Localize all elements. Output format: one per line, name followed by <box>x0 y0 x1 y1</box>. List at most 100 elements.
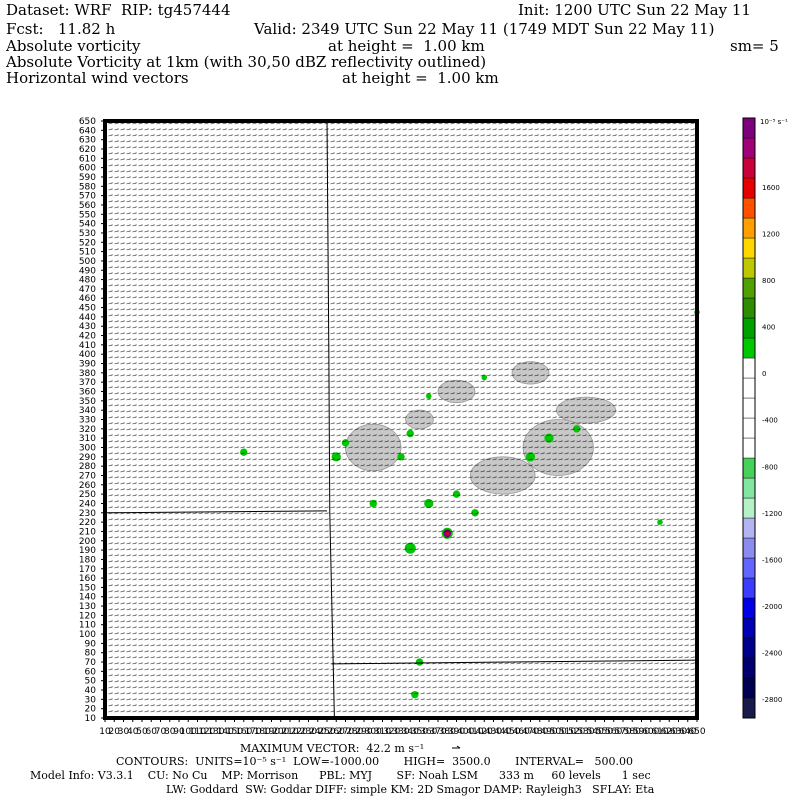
x-tick-label: 280 <box>346 727 363 737</box>
colorbar-tick-label: -2000 <box>762 603 782 611</box>
field2-description: Absolute Vorticity at 1km (with 30,50 dB… <box>6 53 487 71</box>
x-tick-label: 350 <box>411 727 428 737</box>
y-tick-label: 60 <box>85 667 97 677</box>
valid-time-label: Valid: 2349 UTC Sun 22 May 11 (1749 MDT … <box>254 20 715 38</box>
y-tick-label: 80 <box>85 649 97 659</box>
colorbar-swatch <box>742 477 756 499</box>
y-tick-label: 360 <box>79 388 96 398</box>
x-tick-label: 520 <box>568 727 585 737</box>
colorbar-tick-label: -400 <box>762 417 778 425</box>
y-tick-label: 240 <box>79 499 96 509</box>
y-tick-label: 90 <box>85 639 97 649</box>
x-tick-label: 240 <box>309 727 326 737</box>
colorbar-swatch <box>742 397 756 419</box>
x-tick-label: 60 <box>146 727 158 737</box>
y-tick-label: 450 <box>79 304 96 314</box>
max-vector-label: MAXIMUM VECTOR: 42.2 m s⁻¹ <box>240 742 425 755</box>
x-tick-label: 170 <box>244 727 261 737</box>
colorbar-swatch <box>742 237 756 259</box>
y-tick-label: 430 <box>79 322 96 332</box>
colorbar-swatch <box>742 657 756 679</box>
colorbar-swatch <box>742 157 756 179</box>
colorbar-swatch <box>742 457 756 479</box>
colorbar-swatch <box>742 277 756 299</box>
colorbar-swatch <box>742 337 756 359</box>
y-tick-label: 630 <box>79 136 96 146</box>
colorbar-swatch <box>742 517 756 539</box>
y-tick-label: 160 <box>79 574 96 584</box>
colorbar-tick-label: 1200 <box>762 231 780 239</box>
y-tick-label: 380 <box>79 369 96 379</box>
x-tick-label: 200 <box>272 727 289 737</box>
x-tick-label: 190 <box>263 727 280 737</box>
colorbar-swatch <box>742 217 756 239</box>
x-tick-label: 600 <box>642 727 659 737</box>
x-tick-label: 390 <box>448 727 465 737</box>
field3-height: at height = 1.00 km <box>342 69 499 87</box>
colorbar-tick-label: 0 <box>762 370 766 378</box>
x-tick-label: 80 <box>164 727 176 737</box>
colorbar-tick-label: -800 <box>762 463 778 471</box>
y-tick-label: 330 <box>79 416 96 426</box>
y-tick-label: 470 <box>79 285 96 295</box>
y-tick-label: 120 <box>79 611 96 621</box>
y-tick-label: 320 <box>79 425 96 435</box>
colorbar-tick-label: 1600 <box>762 184 780 192</box>
x-tick-label: 250 <box>318 727 335 737</box>
dataset-label: Dataset: WRF RIP: tg457444 <box>6 1 231 19</box>
field3-name: Horizontal wind vectors <box>6 69 189 87</box>
x-tick-label: 300 <box>365 727 382 737</box>
x-tick-label: 370 <box>429 727 446 737</box>
colorbar-swatch <box>742 417 756 439</box>
x-tick-label: 330 <box>392 727 409 737</box>
x-tick-label: 260 <box>328 727 345 737</box>
y-tick-label: 640 <box>79 126 96 136</box>
colorbar-tick-label: -2400 <box>762 649 782 657</box>
state-boundary-line <box>104 510 328 514</box>
plot-area <box>103 119 700 720</box>
colorbar-swatch <box>742 257 756 279</box>
colorbar-swatch <box>742 697 756 719</box>
y-tick-label: 70 <box>85 658 97 668</box>
x-tick-label: 150 <box>226 727 243 737</box>
y-tick-label: 510 <box>79 248 96 258</box>
y-tick-label: 490 <box>79 266 96 276</box>
y-tick-label: 190 <box>79 546 96 556</box>
wind-vector-field <box>105 121 697 718</box>
y-tick-label: 420 <box>79 332 96 342</box>
x-tick-label: 30 <box>118 727 130 737</box>
y-tick-label: 250 <box>79 490 96 500</box>
y-tick-label: 110 <box>79 621 96 631</box>
x-tick-label: 220 <box>291 727 308 737</box>
x-tick-label: 540 <box>587 727 604 737</box>
x-tick-label: 160 <box>235 727 252 737</box>
x-tick-label: 310 <box>374 727 391 737</box>
y-tick-label: 30 <box>85 695 97 705</box>
y-tick-label: 140 <box>79 593 96 603</box>
smoothing-label: sm= 5 <box>730 37 779 55</box>
colorbar-swatch <box>742 297 756 319</box>
x-tick-label: 110 <box>189 727 206 737</box>
x-tick-label: 580 <box>624 727 641 737</box>
y-tick-label: 10 <box>85 714 97 724</box>
field1-height: at height = 1.00 km <box>328 37 485 55</box>
x-tick-label: 590 <box>633 727 650 737</box>
y-tick-label: 260 <box>79 481 96 491</box>
colorbar-swatch <box>742 137 756 159</box>
y-tick-label: 560 <box>79 201 96 211</box>
y-axis-ticks: 1020304050607080901001101201301401501601… <box>79 117 105 724</box>
x-axis-ticks: 1020304050607080901001101201301401501601… <box>99 718 706 737</box>
colorbar-swatch <box>742 577 756 599</box>
y-tick-label: 270 <box>79 471 96 481</box>
x-tick-label: 140 <box>217 727 234 737</box>
x-tick-label: 20 <box>109 727 121 737</box>
state-boundaries <box>104 120 698 719</box>
colorbar-swatch <box>742 357 756 379</box>
init-time-label: Init: 1200 UTC Sun 22 May 11 <box>518 1 751 19</box>
x-tick-label: 570 <box>614 727 631 737</box>
y-tick-label: 620 <box>79 145 96 155</box>
y-tick-label: 230 <box>79 509 96 519</box>
x-tick-label: 410 <box>466 727 483 737</box>
y-tick-label: 650 <box>79 117 96 127</box>
